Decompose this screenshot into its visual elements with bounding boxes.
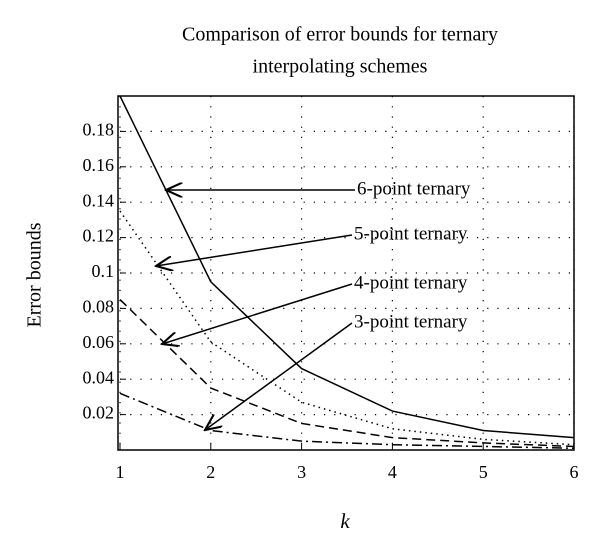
series-line — [119, 95, 575, 439]
annotation-label: 5-point ternary — [354, 223, 468, 244]
chart-title: Comparison of error bounds for ternary — [182, 24, 498, 46]
y-tick-label: 0.06 — [83, 332, 115, 352]
series-line — [119, 392, 575, 449]
y-tick-label: 0.14 — [83, 190, 115, 210]
annotation-arrow — [156, 234, 353, 266]
x-tick-label: 2 — [206, 462, 215, 482]
x-tick-label: 5 — [479, 462, 488, 482]
plot-frame — [117, 95, 575, 451]
annotation-arrow — [162, 283, 353, 344]
y-tick-label: 0.04 — [83, 367, 115, 387]
annotation-label: 3-point ternary — [354, 311, 468, 332]
series-line — [119, 299, 575, 448]
x-tick-label: 3 — [297, 462, 306, 482]
x-tick-label: 1 — [116, 462, 125, 482]
annotation-label: 6-point ternary — [357, 178, 471, 199]
x-tick-label: 4 — [388, 462, 397, 482]
x-tick-label: 6 — [570, 462, 579, 482]
annotation-label: 4-point ternary — [354, 272, 468, 293]
series-line — [119, 210, 575, 446]
y-tick-label: 0.12 — [83, 226, 115, 246]
y-tick-label: 0.18 — [83, 120, 115, 140]
y-tick-label: 0.02 — [83, 403, 115, 423]
y-tick-label: 0.08 — [83, 297, 115, 317]
y-tick-label: 0.16 — [83, 155, 115, 175]
y-tick-label: 0.1 — [92, 261, 115, 281]
y-axis-label: Error bounds — [24, 222, 46, 327]
chart-title: interpolating schemes — [253, 56, 428, 78]
annotation-arrow — [205, 322, 353, 430]
x-axis-label: k — [340, 509, 350, 533]
